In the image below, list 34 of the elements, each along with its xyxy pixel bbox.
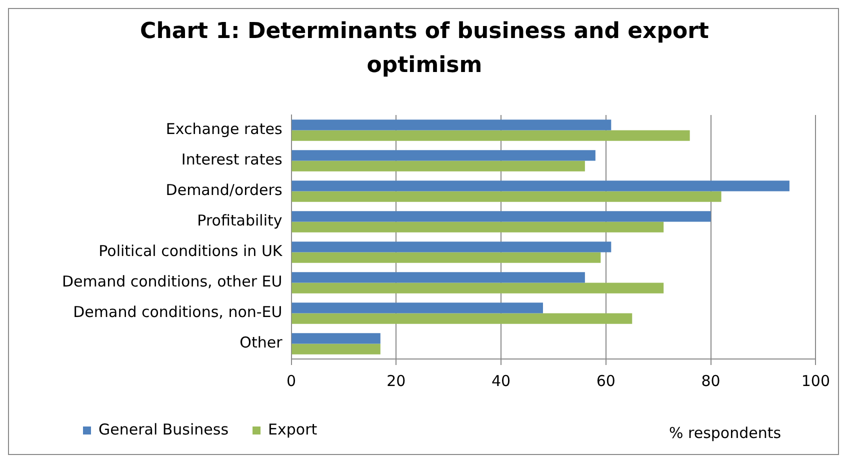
bar bbox=[292, 130, 690, 141]
bar bbox=[292, 302, 543, 314]
bar bbox=[292, 211, 711, 222]
bar bbox=[292, 160, 585, 172]
bar bbox=[292, 150, 596, 161]
y-tick-label: Interest rates bbox=[181, 150, 282, 169]
y-tick-label: Demand conditions, non-EU bbox=[73, 303, 282, 322]
x-tick-label: 20 bbox=[386, 372, 406, 390]
y-tick-label: Demand/orders bbox=[166, 181, 282, 200]
y-tick-label: Exchange rates bbox=[166, 120, 282, 138]
legend-label: Export bbox=[268, 420, 318, 438]
bar bbox=[292, 272, 585, 283]
x-axis-title: % respondents bbox=[669, 424, 782, 442]
x-tick-label: 80 bbox=[701, 372, 720, 390]
bar bbox=[292, 120, 612, 130]
x-tick-label: 0 bbox=[286, 372, 296, 390]
y-tick-label: Other bbox=[240, 334, 284, 352]
bar bbox=[292, 282, 664, 294]
y-tick-label: Demand conditions, other EU bbox=[62, 272, 282, 291]
bar bbox=[292, 180, 790, 192]
legend-label: General Business bbox=[98, 420, 229, 438]
y-tick-label: Profitability bbox=[197, 212, 282, 230]
x-tick-label: 100 bbox=[801, 372, 830, 390]
y-tick-label: Political conditions in UK bbox=[98, 242, 284, 260]
chart-title: Chart 1: Determinants of business and export optimism bbox=[139, 18, 710, 80]
bar bbox=[292, 191, 722, 202]
x-tick-label: 60 bbox=[596, 372, 616, 390]
x-tick-label: 40 bbox=[491, 372, 511, 390]
bar bbox=[292, 333, 380, 344]
bar bbox=[292, 252, 601, 263]
bar bbox=[292, 242, 612, 252]
bar bbox=[292, 313, 632, 324]
bar bbox=[292, 344, 380, 354]
bar bbox=[292, 222, 664, 232]
